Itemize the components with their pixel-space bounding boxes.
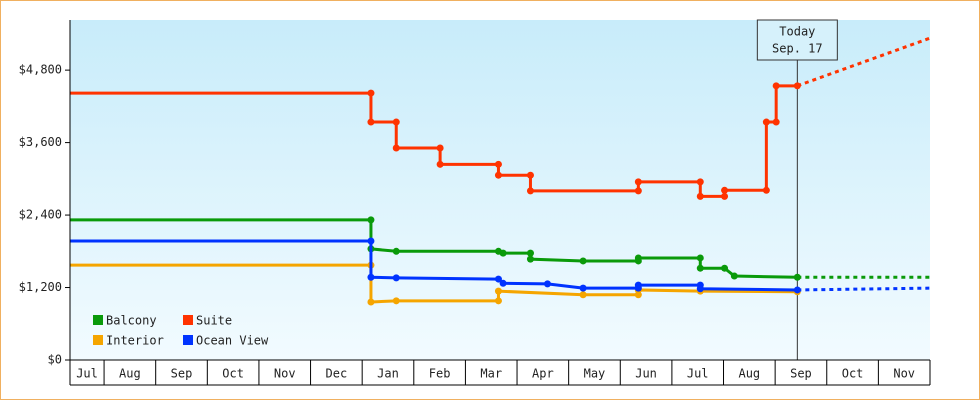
y-tick-label: $1,200 <box>19 280 62 294</box>
x-tick-label: Sep <box>790 367 812 381</box>
point <box>436 144 444 152</box>
y-tick-label: $0 <box>48 353 62 367</box>
point <box>392 297 400 305</box>
legend-label: Ocean View <box>196 334 269 348</box>
today-label: Today <box>779 25 815 39</box>
point <box>526 249 534 257</box>
today-date: Sep. 17 <box>772 42 823 56</box>
point <box>696 178 704 186</box>
point <box>721 186 729 194</box>
point <box>634 291 642 299</box>
point <box>721 192 729 200</box>
point <box>367 298 375 306</box>
x-tick-label: Oct <box>222 367 244 381</box>
plot-area <box>70 20 930 360</box>
point <box>696 285 704 293</box>
point <box>494 160 502 168</box>
x-tick-label: Oct <box>842 367 864 381</box>
x-tick-label: Feb <box>429 367 451 381</box>
x-tick-label: Aug <box>119 367 141 381</box>
x-tick-label: Mar <box>480 367 502 381</box>
point <box>367 118 375 126</box>
point <box>634 281 642 289</box>
point <box>392 118 400 126</box>
point <box>367 237 375 245</box>
x-tick-label: Jun <box>635 367 657 381</box>
point <box>392 144 400 152</box>
point <box>499 279 507 287</box>
point <box>494 171 502 179</box>
legend-swatch <box>183 335 193 345</box>
x-tick-label: Aug <box>738 367 760 381</box>
x-tick-label: Jan <box>377 367 399 381</box>
point <box>634 178 642 186</box>
point <box>634 254 642 262</box>
y-tick-label: $2,400 <box>19 208 62 222</box>
point <box>579 284 587 292</box>
point <box>494 287 502 295</box>
point <box>367 216 375 224</box>
point <box>367 89 375 97</box>
y-tick-label: $3,600 <box>19 135 62 149</box>
point <box>526 171 534 179</box>
x-tick-label: Jul <box>76 367 98 381</box>
point <box>543 280 551 288</box>
point <box>367 273 375 281</box>
forecast-line <box>797 286 931 292</box>
point <box>762 186 770 194</box>
x-tick-label: May <box>584 367 606 381</box>
point <box>392 247 400 255</box>
legend-label: Suite <box>196 314 232 328</box>
point <box>526 187 534 195</box>
x-tick-label: Apr <box>532 367 554 381</box>
series-line <box>70 84 798 198</box>
point <box>730 272 738 280</box>
legend-swatch <box>183 315 193 325</box>
point <box>579 291 587 299</box>
x-tick-label: Nov <box>274 367 296 381</box>
point <box>526 255 534 263</box>
point <box>772 118 780 126</box>
x-tick-label: Nov <box>893 367 915 381</box>
x-tick-label: Sep <box>171 367 193 381</box>
point <box>762 118 770 126</box>
point <box>772 82 780 90</box>
legend-label: Interior <box>106 334 164 348</box>
x-tick-label: Dec <box>326 367 348 381</box>
point <box>696 264 704 272</box>
today-box <box>756 19 838 61</box>
point <box>696 254 704 262</box>
point <box>392 274 400 282</box>
point <box>494 297 502 305</box>
legend-label: Balcony <box>106 314 157 328</box>
series-line <box>70 218 798 279</box>
y-tick-label: $4,800 <box>19 63 62 77</box>
point <box>579 257 587 265</box>
legend-swatch <box>93 335 103 345</box>
point <box>721 264 729 272</box>
point <box>499 249 507 257</box>
point <box>696 192 704 200</box>
point <box>494 275 502 283</box>
point <box>436 160 444 168</box>
point <box>634 187 642 195</box>
x-tick-label: Jul <box>687 367 709 381</box>
legend-swatch <box>93 315 103 325</box>
